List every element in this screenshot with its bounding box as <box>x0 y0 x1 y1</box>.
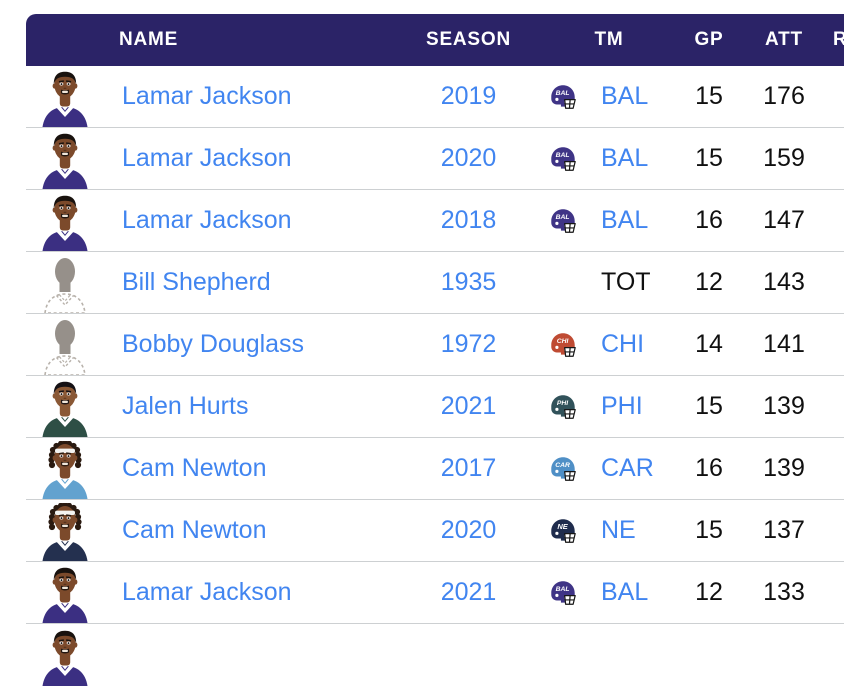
games-played-value: 14 <box>695 330 723 358</box>
player-avatar <box>26 131 118 189</box>
player-name-link[interactable]: Lamar Jackson <box>122 82 292 110</box>
season-link[interactable]: 2019 <box>440 82 497 110</box>
player-avatar <box>26 628 118 686</box>
table-header: NAME SEASON TM GP ATT R <box>26 14 844 66</box>
season-link[interactable]: 2020 <box>440 516 497 544</box>
attempts-value: 143 <box>763 268 805 296</box>
svg-text:CAR: CAR <box>555 462 570 469</box>
team-helmet-icon: CAR <box>548 454 578 484</box>
svg-text:BAL: BAL <box>556 152 570 159</box>
table-row: Lamar Jackson 2021 BAL BAL 12 133 <box>26 562 844 624</box>
team-link[interactable]: BAL <box>601 82 649 110</box>
team-link[interactable]: CHI <box>601 330 645 358</box>
games-played-value: 16 <box>695 206 723 234</box>
season-link[interactable]: 2020 <box>440 144 497 172</box>
team-link[interactable]: BAL <box>601 578 649 606</box>
header-season: SEASON <box>425 29 512 50</box>
attempts-value: 141 <box>763 330 805 358</box>
table-row: Cam Newton 2020 NE NE 15 137 <box>26 500 844 562</box>
games-played-value: 15 <box>695 144 723 172</box>
team-helmet-icon: PHI <box>548 392 578 422</box>
attempts-value: 137 <box>763 516 805 544</box>
team-helmet-icon <box>548 640 578 670</box>
games-played-value: 15 <box>695 82 723 110</box>
player-avatar <box>26 503 118 561</box>
table-row: Jalen Hurts 2021 PHI PHI 15 139 <box>26 376 844 438</box>
player-name-link[interactable]: Lamar Jackson <box>122 144 292 172</box>
header-games-played: GP <box>694 29 724 50</box>
table-row-partial <box>26 624 844 686</box>
season-link[interactable]: 2021 <box>440 392 497 420</box>
table-row: Bobby Douglass 1972 CHI CHI 14 141 <box>26 314 844 376</box>
team-link: TOT <box>601 268 651 296</box>
player-avatar <box>26 317 118 375</box>
player-name-link[interactable]: Cam Newton <box>122 454 267 482</box>
team-helmet-icon: BAL <box>548 82 578 112</box>
header-name: NAME <box>119 29 179 50</box>
player-avatar <box>26 193 118 251</box>
header-attempts: ATT <box>765 29 803 50</box>
season-link[interactable]: 2018 <box>440 206 497 234</box>
player-name-link[interactable]: Lamar Jackson <box>122 578 292 606</box>
team-helmet-icon <box>548 268 578 298</box>
table-row: Bill Shepherd 1935 TOT 12 143 <box>26 252 844 314</box>
player-avatar <box>26 379 118 437</box>
team-link[interactable]: PHI <box>601 392 643 420</box>
player-name-link[interactable]: Cam Newton <box>122 516 267 544</box>
header-next-column-clipped: R <box>833 29 844 50</box>
attempts-value: 139 <box>763 392 805 420</box>
player-avatar <box>26 441 118 499</box>
player-name-link[interactable]: Jalen Hurts <box>122 392 249 420</box>
team-helmet-icon: BAL <box>548 578 578 608</box>
games-played-value: 15 <box>695 392 723 420</box>
player-avatar <box>26 565 118 623</box>
games-played-value: 12 <box>695 578 723 606</box>
attempts-value: 147 <box>763 206 805 234</box>
table-row: Lamar Jackson 2020 BAL BAL 15 159 <box>26 128 844 190</box>
team-link[interactable]: CAR <box>601 454 654 482</box>
header-team: TM <box>594 29 624 50</box>
team-helmet-icon: BAL <box>548 144 578 174</box>
svg-text:BAL: BAL <box>556 586 570 593</box>
svg-text:CHI: CHI <box>557 338 569 345</box>
table-row: Cam Newton 2017 CAR CAR 16 139 <box>26 438 844 500</box>
svg-text:NE: NE <box>557 522 568 531</box>
svg-text:PHI: PHI <box>557 400 568 407</box>
team-link[interactable]: BAL <box>601 144 649 172</box>
table-row: Lamar Jackson 2019 BAL BAL 15 176 <box>26 66 844 128</box>
svg-text:BAL: BAL <box>556 214 570 221</box>
player-avatar <box>26 69 118 127</box>
attempts-value: 159 <box>763 144 805 172</box>
season-link[interactable]: 1935 <box>440 268 497 296</box>
attempts-value: 139 <box>763 454 805 482</box>
season-link[interactable]: 2021 <box>440 578 497 606</box>
player-name-link[interactable]: Bobby Douglass <box>122 330 305 358</box>
player-name-link[interactable]: Lamar Jackson <box>122 206 292 234</box>
team-helmet-icon: CHI <box>548 330 578 360</box>
table-row: Lamar Jackson 2018 BAL BAL 16 147 <box>26 190 844 252</box>
player-avatar <box>26 255 118 313</box>
table-body: Lamar Jackson 2019 BAL BAL 15 176 Lamar … <box>26 66 844 686</box>
attempts-value: 133 <box>763 578 805 606</box>
attempts-value: 176 <box>763 82 805 110</box>
player-name-link[interactable]: Bill Shepherd <box>122 268 271 296</box>
season-link[interactable]: 1972 <box>440 330 497 358</box>
team-link[interactable]: NE <box>601 516 636 544</box>
games-played-value: 15 <box>695 516 723 544</box>
games-played-value: 16 <box>695 454 723 482</box>
player-stats-table: NAME SEASON TM GP ATT R Lamar Jackson 20… <box>26 14 844 686</box>
season-link[interactable]: 2017 <box>440 454 497 482</box>
team-helmet-icon: BAL <box>548 206 578 236</box>
games-played-value: 12 <box>695 268 723 296</box>
team-link[interactable]: BAL <box>601 206 649 234</box>
team-helmet-icon: NE <box>548 516 578 546</box>
svg-text:BAL: BAL <box>556 90 570 97</box>
